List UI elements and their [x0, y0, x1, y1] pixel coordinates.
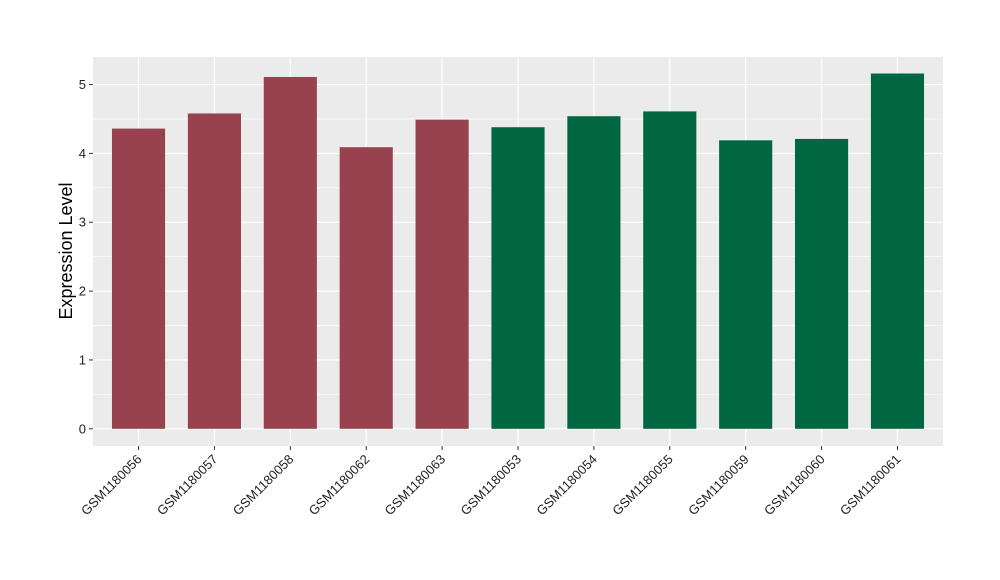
x-axis: GSM1180056 GSM1180057 GSM1180058 GSM1180062… [78, 446, 904, 518]
y-tick-label: 3 [79, 215, 86, 230]
bar-GSM1180060 [795, 138, 849, 429]
x-tick-label: GSM1180055 [609, 452, 676, 519]
y-tick-label: 4 [79, 146, 86, 161]
x-tick-label: GSM1180063 [382, 452, 449, 519]
bar-GSM1180061 [870, 73, 925, 429]
x-tick-label: GSM1180062 [306, 452, 373, 519]
x-tick-label: GSM1180059 [685, 452, 752, 519]
bar-GSM1180053 [491, 127, 545, 429]
bar-GSM1180055 [643, 111, 697, 429]
x-tick-label: GSM1180057 [154, 452, 221, 519]
y-tick-label: 5 [79, 77, 86, 92]
bar-GSM1180062 [339, 147, 393, 429]
x-tick-label: GSM1180053 [457, 452, 524, 519]
x-tick-label: GSM1180054 [533, 452, 600, 519]
y-axis-title: Expression Level [56, 182, 76, 319]
x-tick-label: GSM1180058 [230, 452, 297, 519]
y-tick-label: 2 [79, 284, 86, 299]
bar-GSM1180057 [187, 113, 241, 429]
bar-GSM1180056 [111, 128, 166, 429]
y-tick-label: 1 [79, 352, 86, 367]
y-tick-label: 0 [79, 421, 86, 436]
y-axis: 0 1 2 3 4 5 [79, 77, 93, 436]
bar-GSM1180058 [263, 76, 317, 429]
bar-GSM1180059 [719, 140, 773, 429]
bar-GSM1180054 [567, 116, 621, 429]
bar-GSM1180063 [415, 119, 469, 429]
x-tick-label: GSM1180060 [761, 452, 828, 519]
x-tick-label: GSM1180056 [78, 452, 145, 519]
bars [111, 73, 925, 429]
x-tick-label: GSM1180061 [837, 452, 904, 519]
